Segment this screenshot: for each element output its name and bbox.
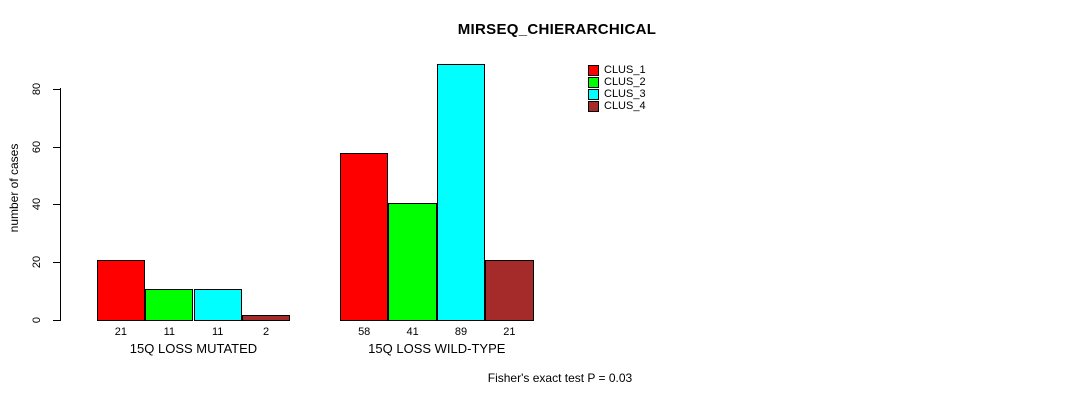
legend-swatch-clus_2 (588, 76, 599, 88)
legend-item-clus_2: CLUS_2 (588, 76, 646, 88)
group-label: 15Q LOSS WILD-TYPE (368, 341, 506, 356)
y-axis-line (60, 88, 61, 321)
y-tick-label: 0 (31, 316, 43, 324)
bar-group2-clus_4 (485, 260, 534, 321)
y-tick-label: 40 (31, 198, 43, 211)
y-tick-label: 20 (31, 256, 43, 269)
bar-value-label: 21 (503, 326, 516, 338)
bar-group2-clus_2 (388, 202, 437, 321)
bar-value-label: 11 (163, 326, 176, 338)
y-tick-mark (53, 146, 60, 148)
bar-group1-clus_4 (241, 315, 291, 321)
y-tick-mark (53, 88, 60, 90)
chart-title: MIRSEQ_CHIERARCHICAL (457, 21, 657, 38)
bar-group1-clus_3 (193, 289, 242, 321)
legend-label: CLUS_1 (604, 64, 646, 76)
legend-swatch-clus_1 (588, 64, 599, 76)
legend-label: CLUS_4 (604, 100, 646, 112)
legend-label: CLUS_3 (604, 88, 646, 100)
bar-group2-clus_1 (340, 153, 389, 321)
bar-group2-clus_3 (436, 63, 486, 321)
bar-value-label: 58 (358, 326, 371, 338)
y-tick-label: 60 (31, 140, 43, 153)
bar-value-label: 41 (406, 326, 419, 338)
annotation-fisher-test: Fisher's exact test P = 0.03 (487, 371, 633, 385)
legend-swatch-clus_4 (588, 100, 599, 112)
y-axis-label: number of cases (7, 143, 21, 233)
legend-label: CLUS_2 (604, 76, 646, 88)
y-tick-label: 80 (31, 82, 43, 95)
legend-item-clus_3: CLUS_3 (588, 88, 646, 100)
bar-group1-clus_2 (145, 289, 194, 321)
group-label: 15Q LOSS MUTATED (129, 341, 258, 356)
legend-item-clus_4: CLUS_4 (588, 100, 646, 112)
bar-group1-clus_1 (96, 260, 146, 321)
bar-value-label: 11 (211, 326, 224, 338)
bar-value-label: 2 (263, 326, 270, 338)
y-tick-mark (53, 320, 60, 321)
y-tick-mark (53, 204, 60, 206)
legend-swatch-clus_3 (588, 88, 599, 100)
y-tick-mark (53, 262, 60, 264)
bar-value-label: 21 (114, 326, 128, 338)
legend-item-clus_1: CLUS_1 (588, 64, 646, 76)
bar-value-label: 89 (454, 326, 468, 338)
